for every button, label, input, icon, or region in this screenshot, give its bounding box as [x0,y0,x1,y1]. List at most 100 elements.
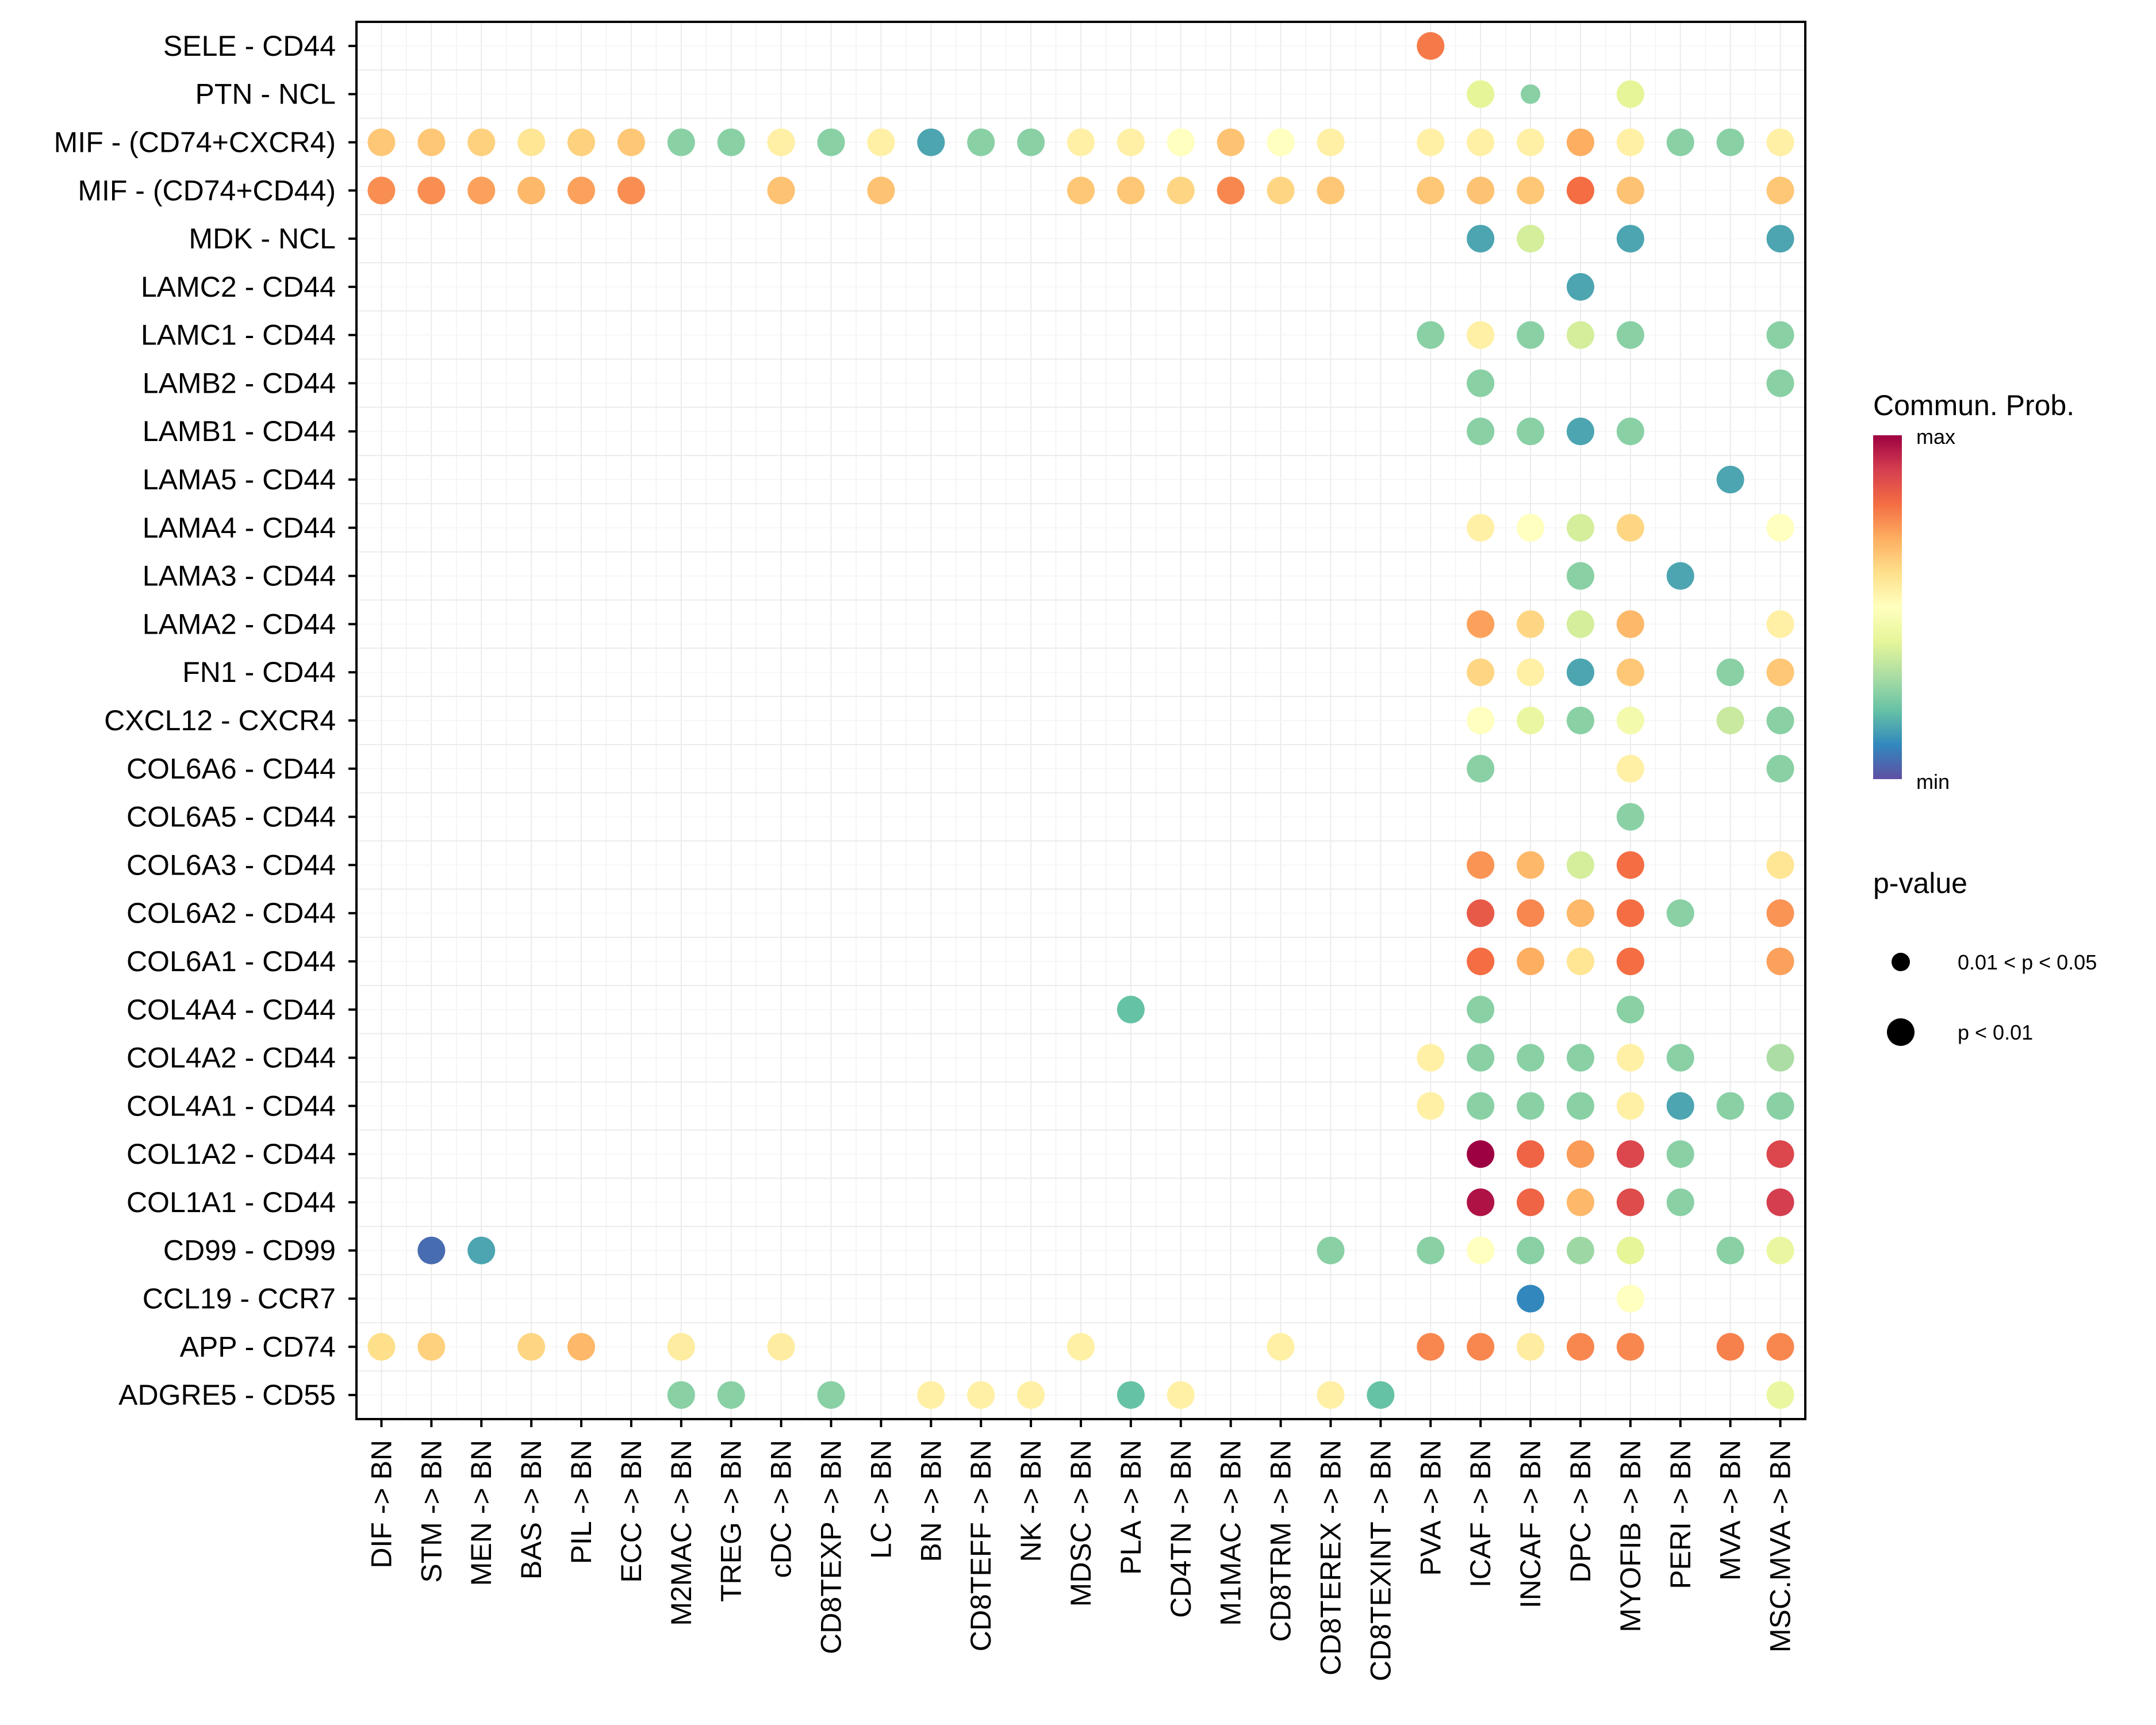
y-tick-label: LAMC1 - CD44 [141,319,336,351]
dot-25-23 [1517,1236,1545,1264]
dot-13-25 [1616,658,1644,687]
dot-14-22 [1467,707,1495,734]
dot-25-19 [1317,1236,1345,1264]
dot-25-22 [1467,1236,1495,1264]
x-tick-label: INCAF -> BN [1514,1440,1547,1608]
dot-22-23 [1517,1092,1545,1120]
dot-14-25 [1616,707,1644,734]
dot-11-26 [1666,562,1694,590]
dot-28-11 [917,1381,945,1409]
dot-25-25 [1616,1236,1644,1264]
dot-15-28 [1766,754,1794,783]
x-tick-label: CD8TEXP -> BN [815,1440,847,1654]
dot-3-1 [417,177,446,205]
dot-2-13 [1017,128,1045,156]
y-tick-label: LAMA3 - CD44 [143,560,336,592]
dot-3-17 [1217,177,1245,205]
dot-3-3 [517,177,546,205]
y-tick-label: MIF - (CD74+CXCR4) [54,126,336,158]
dot-20-25 [1616,995,1644,1023]
dot-6-22 [1467,321,1495,349]
dot-27-8 [767,1333,795,1361]
x-axis: DIF -> BN STM -> BN MEN -> BN BAS -> BN PIL … [365,1419,1797,1681]
dot-27-18 [1267,1333,1295,1361]
dot-2-14 [1067,128,1095,156]
y-tick-label: CXCL12 - CXCR4 [104,704,336,737]
dot-27-22 [1467,1333,1495,1361]
x-tick-label: MDSC -> BN [1065,1440,1097,1607]
dot-28-9 [817,1381,845,1409]
dot-3-5 [617,177,645,205]
dot-3-19 [1317,177,1345,205]
y-tick-label: SELE - CD44 [163,30,336,62]
dot-25-28 [1766,1236,1794,1264]
dot-24-28 [1766,1188,1794,1216]
x-tick-label: M2MAC -> BN [665,1440,697,1626]
dot-15-22 [1467,754,1495,783]
y-tick-label: LAMC2 - CD44 [141,271,336,303]
x-tick-label: CD8TEFF -> BN [965,1440,997,1651]
y-axis: SELE - CD44 PTN - NCL MIF - (CD74+CXCR4) MI… [54,30,356,1411]
dot-4-25 [1616,225,1644,253]
y-tick-label: COL6A2 - CD44 [126,897,336,929]
dot-4-22 [1467,225,1495,253]
dot-2-9 [817,128,845,156]
y-tick-label: PTN - NCL [195,78,336,110]
dot-23-25 [1616,1140,1644,1168]
dot-3-18 [1267,177,1295,205]
dot-19-28 [1766,947,1794,975]
dot-12-22 [1467,610,1495,638]
dot-3-14 [1067,177,1095,205]
y-tick-label: COL4A1 - CD44 [126,1090,336,1122]
dot-27-25 [1616,1333,1644,1361]
dot-2-18 [1267,128,1295,156]
dot-2-28 [1766,128,1794,156]
x-tick-label: cDC -> BN [765,1440,797,1578]
dot-2-7 [717,128,745,156]
dot-3-28 [1766,177,1794,205]
x-tick-label: MVA -> BN [1714,1440,1747,1581]
x-tick-label: ECC -> BN [615,1440,647,1583]
dot-2-16 [1167,128,1195,156]
dot-10-23 [1517,513,1545,542]
dot-6-23 [1517,321,1545,349]
dot-21-23 [1517,1044,1545,1072]
y-tick-label: COL6A5 - CD44 [126,801,336,833]
dot-18-28 [1766,899,1794,927]
colorbar-min-label: min [1916,770,1950,793]
dot-25-27 [1716,1236,1744,1264]
dot-2-17 [1217,128,1245,156]
dot-4-23 [1517,225,1545,253]
y-tick-label: MIF - (CD74+CD44) [78,174,336,206]
dot-24-26 [1666,1188,1694,1216]
dot-2-3 [517,128,546,156]
dot-0-21 [1417,32,1445,60]
dot-2-10 [867,128,895,156]
dot-27-24 [1566,1333,1594,1361]
dot-22-26 [1666,1092,1694,1120]
dot-23-23 [1517,1140,1545,1168]
x-tick-label: DIF -> BN [365,1440,397,1569]
y-tick-label: COL6A3 - CD44 [126,849,336,881]
dot-22-25 [1616,1092,1644,1120]
x-tick-label: CD8TEREX -> BN [1314,1440,1346,1676]
dot-28-6 [667,1381,695,1409]
dot-17-24 [1566,851,1594,879]
colorbar-gradient [1873,435,1902,779]
dot-3-4 [567,177,596,205]
dot-3-23 [1517,177,1545,205]
dot-6-21 [1417,321,1445,349]
dot-27-0 [367,1333,396,1361]
dot-12-28 [1766,610,1794,638]
x-tick-label: CD8TEXINT -> BN [1364,1440,1397,1681]
x-tick-label: MEN -> BN [465,1440,497,1586]
dot-22-24 [1566,1092,1594,1120]
dot-18-23 [1517,899,1545,927]
dot-3-21 [1417,177,1445,205]
pvalue-legend-large-dot [1887,1018,1915,1046]
x-tick-label: PIL -> BN [565,1440,597,1564]
y-tick-label: COL6A1 - CD44 [126,945,336,977]
y-tick-label: COL6A6 - CD44 [126,753,336,785]
grid-lines [356,21,1806,1420]
dot-10-28 [1766,513,1794,542]
